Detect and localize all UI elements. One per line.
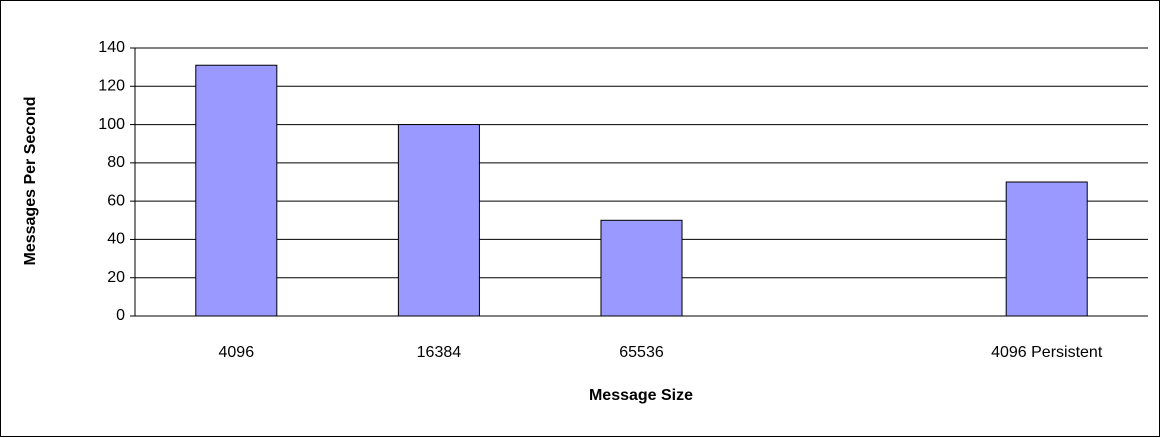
bar <box>1005 181 1088 317</box>
y-tick-label: 0 <box>116 307 125 324</box>
y-tick-label: 80 <box>107 154 125 171</box>
y-axis-title: Messages Per Second <box>22 97 39 266</box>
x-tick-label: 65536 <box>619 344 664 361</box>
bar <box>397 124 480 317</box>
y-tick-label: 140 <box>98 39 125 56</box>
x-tick-label: 4096 Persistent <box>991 344 1103 361</box>
y-tick-label: 20 <box>107 269 125 286</box>
x-tick-label: 4096 <box>219 344 255 361</box>
y-tick-label: 60 <box>107 192 125 209</box>
x-axis-title: Message Size <box>589 387 693 404</box>
y-tick-label: 120 <box>98 78 125 95</box>
x-tick-label: 16384 <box>417 344 462 361</box>
y-tick-label: 100 <box>98 116 125 133</box>
y-tick-label: 40 <box>107 231 125 248</box>
bar <box>195 64 278 317</box>
bar <box>600 219 683 317</box>
